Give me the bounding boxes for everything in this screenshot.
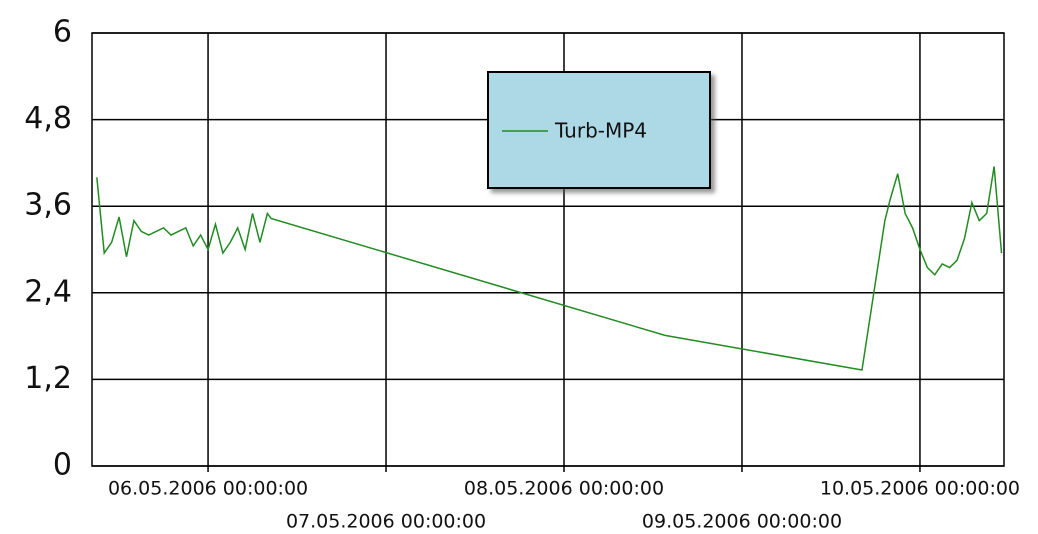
grid [92, 32, 1004, 472]
y-tick-label: 2,4 [24, 274, 72, 309]
lines [96, 166, 1003, 371]
y-tick-label: 6 [53, 15, 72, 50]
y-tick-label: 4,8 [24, 101, 72, 136]
series-line [96, 166, 1003, 371]
legend-box [487, 71, 711, 189]
x-tick-label: 06.05.2006 00:00:00 [108, 478, 308, 500]
y-tick-label: 1,2 [24, 361, 72, 396]
x-tick-label: 08.05.2006 00:00:00 [464, 478, 664, 500]
legend-label: Turb-MP4 [554, 119, 647, 143]
legend: Turb-MP4 [487, 71, 711, 189]
y-tick-label: 0 [53, 448, 72, 483]
y-tick-label: 3,6 [24, 188, 72, 223]
x-tick-label: 10.05.2006 00:00:00 [820, 478, 1020, 500]
x-tick-label: 07.05.2006 00:00:00 [286, 511, 486, 533]
x-tick-label: 09.05.2006 00:00:00 [642, 511, 842, 533]
